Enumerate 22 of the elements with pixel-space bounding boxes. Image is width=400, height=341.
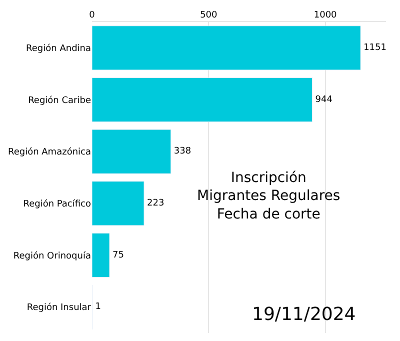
y-tick-label: Región Amazónica — [8, 146, 91, 158]
bar — [92, 129, 172, 174]
y-tick-label: Región Insular — [26, 302, 92, 314]
y-tick-label: Región Pacífico — [23, 198, 92, 210]
bar — [92, 181, 144, 226]
bar — [92, 77, 313, 122]
y-tick-label: Región Caribe — [28, 94, 92, 106]
data-label: 1151 — [364, 42, 386, 53]
y-tick-label: Región Orinoquía — [13, 250, 91, 262]
x-tick-label: 0 — [89, 10, 96, 20]
data-label: 338 — [174, 146, 192, 157]
bar — [92, 232, 110, 278]
data-label: 1 — [95, 302, 101, 312]
x-tick-label: 500 — [200, 10, 218, 20]
annotation: 19/11/2024 — [252, 304, 356, 325]
data-label: 944 — [315, 94, 333, 105]
x-tick-label: 1000 — [314, 10, 338, 20]
data-label: 223 — [147, 198, 164, 208]
annotation: Inscripción Migrantes Regulares Fecha de corte — [197, 170, 340, 222]
bar — [92, 26, 361, 70]
data-label: 75 — [112, 250, 124, 260]
y-tick-label: Región Andina — [26, 43, 91, 54]
